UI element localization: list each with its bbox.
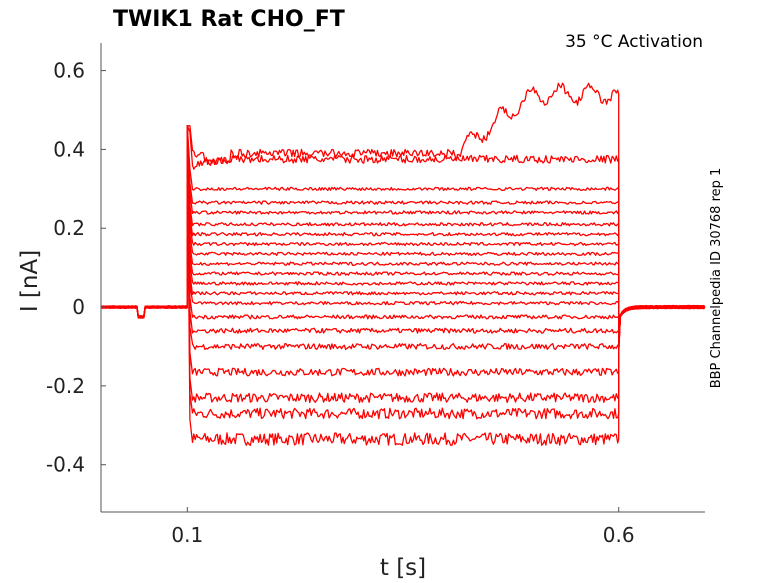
current-trace xyxy=(100,125,706,337)
current-trace xyxy=(100,125,705,333)
chart-subtitle: 35 °C Activation xyxy=(565,32,703,52)
chart-title: TWIK1 Rat CHO_FT xyxy=(113,7,345,32)
current-trace xyxy=(100,82,706,324)
y-ticks: 0.6 0.4 0.2 0 -0.2 -0.4 xyxy=(46,59,106,477)
x-ticks: 0.1 0.6 xyxy=(171,507,635,547)
current-trace xyxy=(100,125,706,377)
current-trace xyxy=(100,125,706,335)
current-trace xyxy=(100,125,706,338)
current-trace xyxy=(100,125,706,344)
current-trace xyxy=(100,125,705,420)
y-axis-label: I [nA] xyxy=(17,250,43,312)
channelpedia-id-label: BBP Channelpedia ID 30768 rep 1 xyxy=(709,168,724,389)
current-trace xyxy=(100,125,706,446)
current-trace xyxy=(100,125,706,326)
current-trace xyxy=(100,125,706,332)
current-trace xyxy=(100,125,706,330)
current-trace xyxy=(100,125,706,343)
current-trace xyxy=(100,125,706,341)
y-tick-label: 0.4 xyxy=(53,137,85,161)
current-trace xyxy=(100,125,705,351)
x-axis-label: t [s] xyxy=(380,555,426,581)
y-tick-label: 0 xyxy=(72,295,85,319)
current-trace xyxy=(101,125,705,327)
current-trace xyxy=(100,125,706,340)
current-traces xyxy=(100,82,706,446)
y-tick-label: 0.2 xyxy=(53,216,85,240)
y-tick-label: -0.2 xyxy=(46,374,85,398)
y-tick-label: 0.6 xyxy=(53,59,85,83)
current-trace xyxy=(100,125,706,348)
x-tick-label: 0.1 xyxy=(171,523,203,547)
current-trace xyxy=(100,125,705,346)
y-tick-label: -0.4 xyxy=(46,453,85,477)
x-tick-label: 0.6 xyxy=(603,523,635,547)
current-trace xyxy=(101,125,706,329)
current-trace xyxy=(100,125,706,404)
